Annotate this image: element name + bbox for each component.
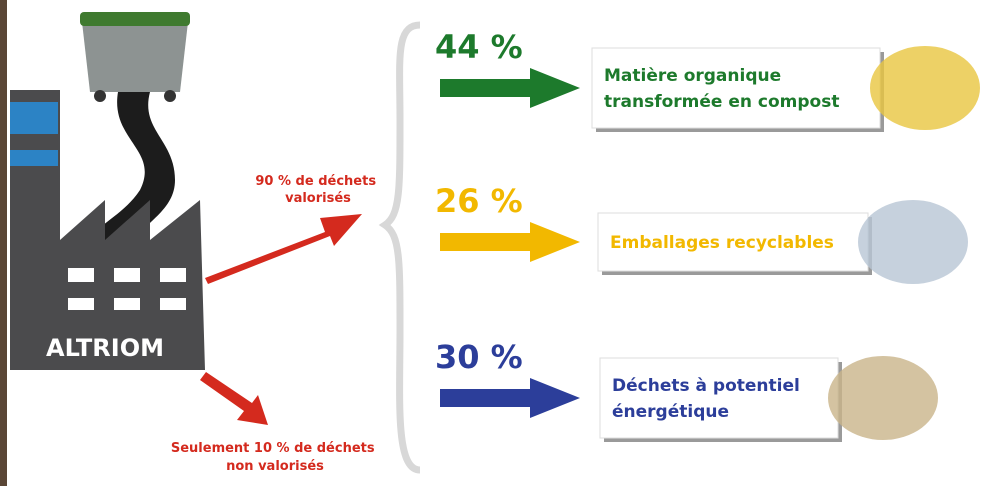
stream-image <box>828 356 938 440</box>
factory-stripe <box>10 102 58 134</box>
stream-image <box>858 200 968 284</box>
factory-stripe <box>10 150 58 166</box>
stream-arrow <box>440 68 580 108</box>
not-valorised-label: Seulement 10 % de déchets non valorisés <box>171 441 379 474</box>
stream-arrow <box>440 222 580 262</box>
stream-label: énergétique <box>612 402 729 422</box>
stream-arrow <box>440 378 580 418</box>
stream-label: transformée en compost <box>604 92 839 112</box>
bin <box>82 22 188 92</box>
diagram: ALTRIOM 90 % de déchets valorisés Seulem… <box>0 0 988 486</box>
bin-wheel <box>164 90 176 102</box>
streams: 44 % Matière organique transformée en comp… <box>435 28 980 442</box>
arrow-not-valorised <box>200 372 268 425</box>
stream-box <box>592 48 880 128</box>
arrow-valorised <box>205 214 362 284</box>
label-line: non valorisés <box>226 459 324 474</box>
stream-label: Emballages recyclables <box>610 233 834 253</box>
stream-label: Matière organique <box>604 66 781 86</box>
stream-box <box>600 358 838 438</box>
percent: 44 % <box>435 28 523 66</box>
bin-wheel <box>94 90 106 102</box>
label-line: valorisés <box>285 191 351 206</box>
valorised-label: 90 % de déchets valorisés <box>255 174 380 206</box>
label-line: 90 % de déchets <box>255 174 376 189</box>
factory-name: ALTRIOM <box>46 334 164 362</box>
brace <box>385 25 420 470</box>
stream-label: Déchets à potentiel <box>612 376 800 396</box>
label-line: Seulement 10 % de déchets <box>171 441 375 456</box>
percent: 30 % <box>435 338 523 376</box>
page: ALTRIOM 90 % de déchets valorisés Seulem… <box>0 0 988 486</box>
percent: 26 % <box>435 182 523 220</box>
left-border <box>0 0 7 486</box>
stream-image <box>870 46 980 130</box>
bin-lid <box>80 12 190 26</box>
